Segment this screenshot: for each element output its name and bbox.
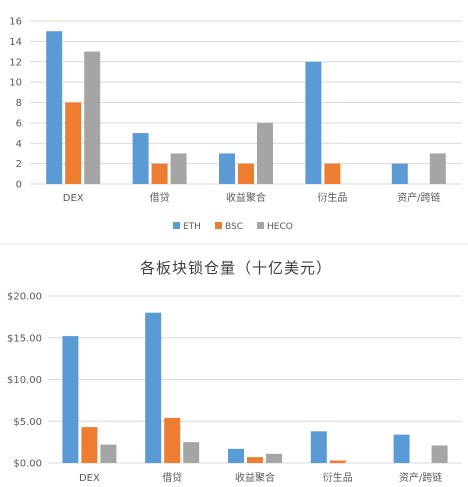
y-tick-label: 2 <box>16 159 22 170</box>
bar-heco <box>84 51 101 184</box>
y-tick-label: $5.00 <box>13 417 42 428</box>
y-tick-label: 8 <box>16 98 22 109</box>
chart2-title: 各板块锁仓量（十亿美元） <box>140 259 332 277</box>
bar-eth <box>310 431 327 463</box>
x-category-label: 借贷 <box>150 191 170 204</box>
legend-swatch <box>173 222 180 229</box>
chart1-y-axis: 0 2 4 6 8 10 12 14 16 <box>9 17 22 191</box>
bar-bsc <box>164 417 181 463</box>
bar-bsc <box>151 163 168 184</box>
y-tick-label: $10.00 <box>7 375 42 386</box>
bar-heco <box>257 122 273 184</box>
y-tick-label: 16 <box>9 17 22 28</box>
chart1-x-axis: DEX 借贷 收益聚合 衍生品 资产/跨链 <box>63 191 441 204</box>
y-tick-label: 14 <box>9 37 22 48</box>
bar-eth <box>46 31 63 184</box>
bar-bsc <box>329 460 346 463</box>
chart2-y-axis: $0.00 $5.00 $10.00 $15.00 $20.00 <box>7 292 42 470</box>
bar-heco <box>429 153 446 184</box>
bar-bsc <box>238 163 254 184</box>
y-tick-label: $20.00 <box>7 292 42 303</box>
y-tick-label: 0 <box>16 180 22 191</box>
x-category-label: DEX <box>79 473 100 484</box>
x-category-label: 收益聚合 <box>226 191 266 204</box>
bar-heco <box>170 153 187 184</box>
y-tick-label: 12 <box>9 57 22 68</box>
x-category-label: 资产/跨链 <box>399 471 442 484</box>
y-tick-label: $0.00 <box>13 459 42 470</box>
bar-bsc <box>324 163 341 184</box>
legend-swatch <box>215 222 222 229</box>
bar-eth <box>305 61 322 184</box>
bar-eth <box>391 163 408 184</box>
chart1-bars <box>46 31 446 184</box>
bar-eth <box>145 312 162 463</box>
bar-heco <box>100 444 117 463</box>
bar-eth <box>132 133 149 184</box>
bar-bsc <box>65 102 82 184</box>
bar-heco <box>183 442 200 463</box>
bar-eth <box>219 153 235 184</box>
bar-heco <box>266 453 282 463</box>
chart1-legend: ETH BSC HECO <box>173 222 293 232</box>
x-category-label: 借贷 <box>162 471 182 484</box>
legend-label: ETH <box>183 222 201 232</box>
chart2-bars <box>62 312 448 463</box>
legend-swatch <box>257 222 264 229</box>
legend-label: BSC <box>225 222 243 232</box>
legend-label: HECO <box>267 222 293 232</box>
bar-eth <box>228 448 244 463</box>
y-tick-label: 10 <box>9 78 22 89</box>
chart2-x-axis: DEX 借贷 收益聚合 衍生品 资产/跨链 <box>79 471 442 484</box>
x-category-label: DEX <box>63 193 84 204</box>
y-tick-label: 6 <box>16 118 22 129</box>
x-category-label: 资产/跨链 <box>397 191 440 204</box>
bar-heco <box>431 445 448 463</box>
bar-eth <box>62 336 79 463</box>
bar-eth <box>393 434 410 463</box>
y-tick-label: 4 <box>16 139 22 150</box>
y-tick-label: $15.00 <box>7 333 42 344</box>
x-category-label: 衍生品 <box>323 471 353 484</box>
bar-bsc <box>247 457 263 463</box>
x-category-label: 收益聚合 <box>235 471 275 484</box>
x-category-label: 衍生品 <box>317 191 347 204</box>
bar-bsc <box>81 427 98 463</box>
